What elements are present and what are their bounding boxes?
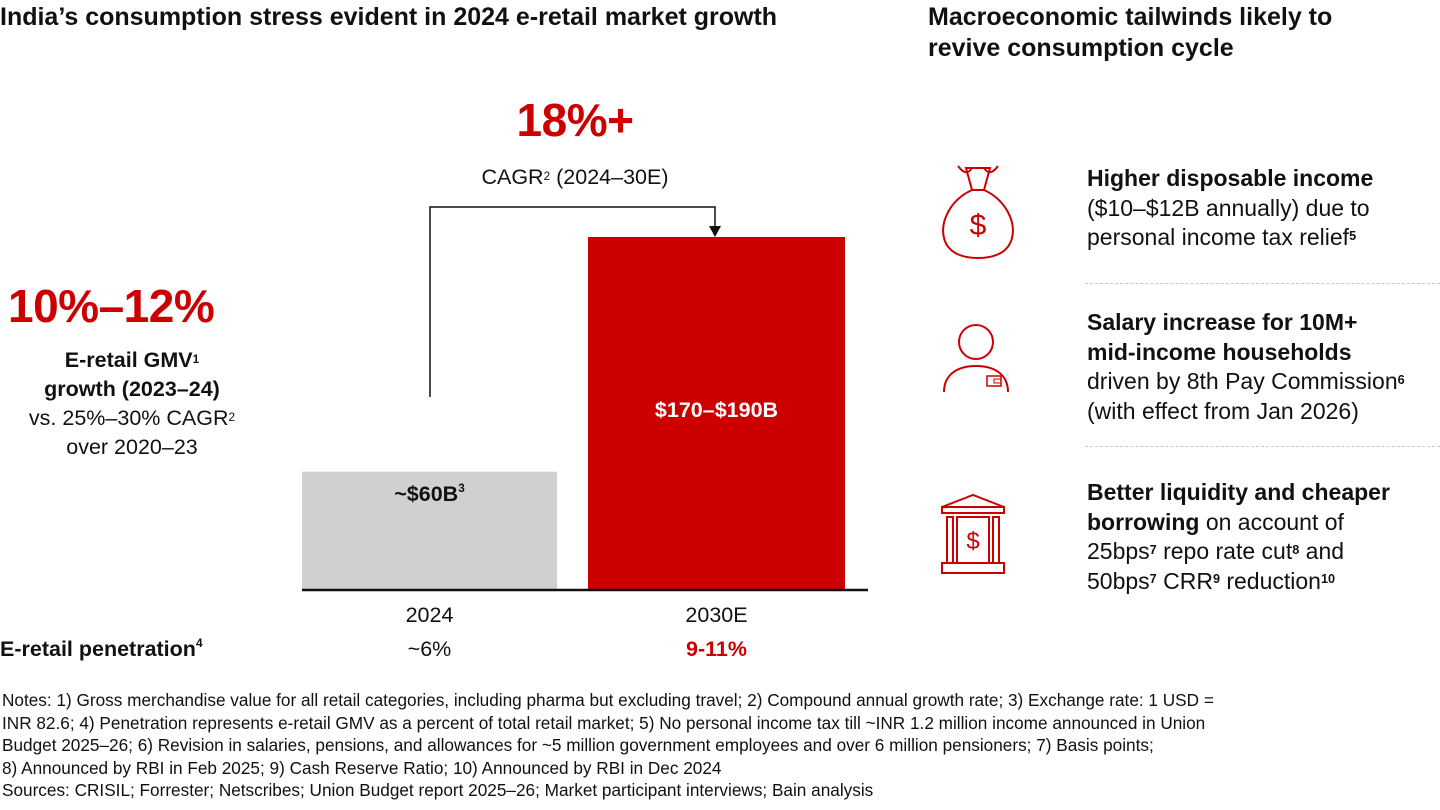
- money-bag-icon: $: [942, 165, 1014, 260]
- right-title-line1: Macroeconomic tailwinds likely to: [928, 3, 1333, 31]
- svg-text:$: $: [966, 528, 979, 555]
- cagr-arrowhead: [709, 226, 721, 237]
- right-title-line2: revive consumption cycle: [928, 34, 1234, 62]
- sources-line: Sources: CRISIL; Forrester; Netscribes; …: [2, 780, 874, 801]
- notes-line-4: 8) Announced by RBI in Feb 2025; 9) Cash…: [2, 757, 722, 778]
- notes-line-1: Notes: 1) Gross merchandise value for al…: [2, 690, 1214, 710]
- notes-line-2: INR 82.6; 4) Penetration represents e-re…: [2, 712, 1206, 733]
- right-panel-title: Macroeconomic tailwinds likely to revive…: [928, 2, 1332, 64]
- person-wallet-icon: [943, 324, 1009, 393]
- tailwind-item-3: Better liquidity and cheaper borrowing o…: [1087, 479, 1390, 594]
- bar-2024: [302, 471, 557, 589]
- growth-value: 10%–12%: [8, 280, 215, 332]
- bars-layer: [302, 237, 845, 589]
- bar-label-2024: ~$60B3: [394, 480, 465, 506]
- bar-label-2030: $170–$190B: [654, 398, 779, 422]
- growth-line2: growth (2023–24): [44, 377, 220, 401]
- x-tick-2024: 2024: [405, 603, 454, 627]
- growth-description: E-retail GMV1 growth (2023–24) vs. 25%–3…: [0, 346, 264, 462]
- penetration-2030: 9-11%: [686, 637, 747, 661]
- x-tick-2030e: 2030E: [685, 603, 748, 627]
- growth-line1: E-retail GMV1: [64, 348, 200, 372]
- cagr-value: 18%+: [516, 94, 634, 146]
- notes-block: Notes: 1) Gross merchandise value for al…: [2, 689, 1214, 802]
- tailwind-item-2: Salary increase for 10M+ mid-income hous…: [1087, 309, 1405, 424]
- tailwind-item-1: Higher disposable income ($10–$12B annua…: [1087, 165, 1374, 250]
- growth-line4: over 2020–23: [66, 435, 198, 459]
- bank-icon: $: [941, 493, 1005, 574]
- divider-1: [1085, 283, 1440, 284]
- penetration-label: E-retail penetration4: [0, 635, 203, 661]
- penetration-2024: ~6%: [407, 637, 452, 661]
- notes-line-3: Budget 2025–26; 6) Revision in salaries,…: [2, 735, 1154, 756]
- bar-2030e: [588, 237, 845, 589]
- svg-text:$: $: [970, 209, 987, 242]
- left-panel-title: India’s consumption stress evident in 20…: [0, 3, 778, 31]
- divider-2: [1085, 446, 1440, 447]
- growth-line3: vs. 25%–30% CAGR2: [28, 406, 236, 430]
- cagr-label: CAGR2 (2024–30E): [481, 165, 669, 189]
- cagr-connector-line: [429, 206, 716, 397]
